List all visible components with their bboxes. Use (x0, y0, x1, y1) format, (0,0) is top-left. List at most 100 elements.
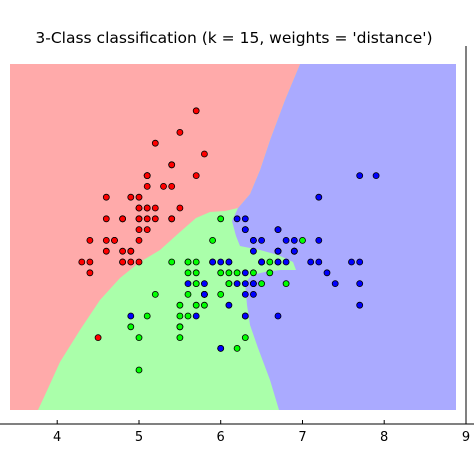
point-class-2-10 (258, 236, 266, 244)
point-class-1-44 (184, 290, 192, 298)
point-class-0-27 (151, 204, 159, 212)
point-class-1-47 (233, 269, 241, 277)
point-class-0-25 (135, 258, 143, 266)
point-class-0-36 (176, 204, 184, 212)
point-class-2-18 (356, 301, 364, 309)
point-class-0-29 (111, 236, 118, 244)
point-class-1-3 (176, 334, 184, 342)
point-class-0-41 (94, 334, 102, 342)
point-class-1-23 (225, 280, 233, 288)
point-class-1-29 (192, 301, 200, 309)
point-class-0-33 (176, 128, 184, 136)
point-class-2-38 (217, 258, 225, 266)
point-class-2-42 (200, 290, 208, 298)
point-class-2-20 (290, 236, 298, 244)
x-tick-label-3: 7 (298, 430, 306, 445)
point-class-2-0 (241, 226, 249, 234)
point-class-2-34 (225, 301, 233, 309)
point-class-1-7 (127, 323, 135, 331)
point-class-0-24 (119, 215, 126, 223)
point-class-2-14 (200, 280, 208, 288)
point-class-1-14 (184, 269, 192, 277)
point-class-2-36 (241, 215, 249, 223)
point-class-2-40 (274, 247, 282, 255)
point-class-1-33 (217, 290, 225, 298)
point-class-1-18 (233, 344, 241, 352)
scatter-points (78, 107, 380, 374)
point-class-0-32 (151, 139, 159, 147)
point-class-0-18 (192, 172, 200, 180)
point-class-0-28 (151, 215, 159, 223)
point-class-0-22 (102, 193, 110, 201)
point-class-2-49 (209, 258, 217, 266)
region-class-2 (232, 64, 456, 410)
point-class-2-5 (348, 258, 355, 266)
point-class-1-20 (209, 236, 217, 244)
x-tick-label-4: 8 (380, 430, 388, 445)
x-ticks: 4 5 6 7 8 9 (53, 420, 470, 445)
point-class-2-22 (356, 280, 364, 288)
point-class-0-17 (143, 204, 151, 212)
x-tick-label-2: 6 (217, 430, 225, 445)
point-class-1-10 (135, 366, 143, 374)
point-class-0-16 (168, 161, 176, 169)
point-class-2-6 (127, 312, 135, 320)
point-class-2-32 (249, 280, 257, 288)
point-class-2-46 (241, 312, 249, 320)
point-class-0-43 (135, 204, 143, 212)
point-class-1-4 (258, 280, 266, 288)
point-class-0-49 (135, 226, 143, 234)
point-class-2-25 (315, 236, 323, 244)
point-class-1-40 (176, 301, 184, 309)
point-class-0-31 (168, 215, 176, 223)
point-class-0-4 (135, 193, 143, 201)
point-class-2-27 (225, 258, 233, 266)
point-class-0-42 (86, 236, 94, 244)
point-class-2-21 (184, 280, 192, 288)
point-class-1-46 (192, 269, 200, 277)
point-class-2-12 (282, 258, 290, 266)
point-class-1-48 (143, 312, 151, 320)
point-class-2-15 (249, 236, 257, 244)
point-class-1-37 (241, 334, 249, 342)
point-class-1-9 (151, 290, 159, 298)
point-class-1-13 (225, 269, 233, 277)
point-class-0-23 (143, 226, 151, 234)
point-class-2-7 (323, 269, 331, 277)
plot-area (10, 64, 456, 410)
point-class-0-37 (127, 193, 135, 201)
point-class-2-26 (233, 280, 241, 288)
point-class-0-3 (102, 247, 110, 255)
point-class-2-9 (315, 193, 323, 201)
point-class-2-30 (331, 280, 339, 288)
point-class-1-0 (299, 236, 306, 244)
point-class-0-13 (78, 258, 86, 266)
point-class-0-6 (102, 215, 110, 223)
point-class-0-38 (86, 258, 94, 266)
point-class-1-38 (184, 258, 192, 266)
point-class-0-35 (135, 236, 143, 244)
point-class-0-14 (200, 150, 208, 158)
point-class-0-21 (143, 182, 151, 190)
point-class-2-37 (249, 247, 257, 255)
point-class-1-45 (192, 258, 200, 266)
point-class-2-35 (356, 258, 364, 266)
point-class-1-19 (184, 312, 192, 320)
point-class-2-11 (249, 290, 257, 298)
point-class-0-45 (119, 258, 126, 266)
region-class-0 (10, 64, 300, 410)
point-class-2-8 (274, 312, 282, 320)
x-tick-label-5: 9 (462, 430, 470, 445)
point-class-0-46 (143, 172, 151, 180)
x-tick-label-1: 5 (135, 430, 143, 445)
point-class-1-42 (200, 301, 208, 309)
point-class-0-1 (127, 258, 135, 266)
point-class-2-13 (192, 312, 200, 320)
chart-title: 3-Class classification (k = 15, weights … (35, 29, 432, 47)
point-class-0-30 (119, 247, 126, 255)
point-class-1-28 (217, 269, 225, 277)
point-class-1-34 (168, 258, 176, 266)
point-class-0-8 (86, 269, 94, 277)
x-tick-label-0: 4 (53, 430, 61, 445)
point-class-1-39 (176, 312, 184, 320)
